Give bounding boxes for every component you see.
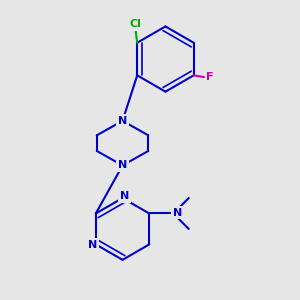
Text: F: F — [206, 72, 214, 82]
Text: N: N — [88, 240, 98, 250]
Text: N: N — [118, 116, 127, 126]
Text: N: N — [173, 208, 182, 218]
Text: Cl: Cl — [130, 19, 141, 29]
Text: N: N — [120, 191, 129, 201]
Text: N: N — [118, 160, 127, 170]
